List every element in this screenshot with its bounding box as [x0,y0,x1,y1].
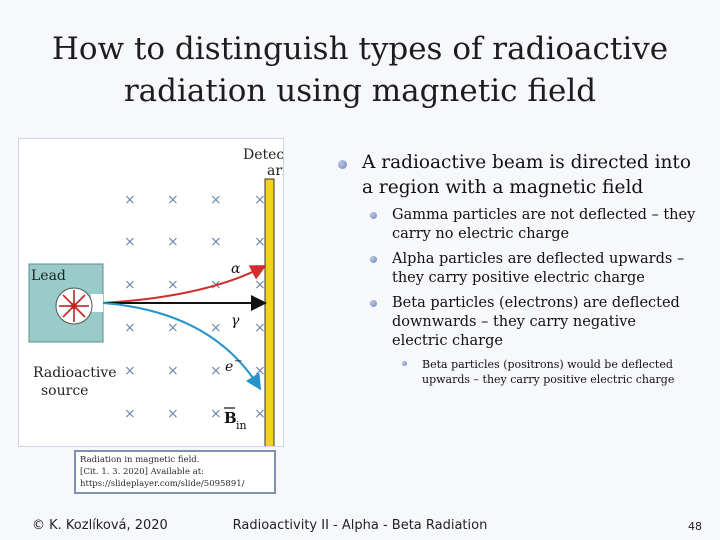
bullet-list: A radioactive beam is directed into a re… [336,150,696,387]
footer-title: Radioactivity II - Alpha - Beta Radiatio… [232,518,488,533]
page-number: 48 [688,520,702,533]
field-x-mark: × [124,406,136,422]
title-line-2: radiation using magnetic field [123,73,597,109]
bullet-sub-1-text: Gamma particles are not deflected – they… [392,207,696,242]
lead-label: Lead [31,268,66,284]
bullet-subsub-1: Beta particles (positrons) would be defl… [336,357,696,387]
field-x-mark: × [167,277,179,293]
detector-array [264,178,275,452]
bullet-dot-icon [370,256,377,263]
field-x-mark: × [210,406,222,422]
source-label-line2: source [41,383,88,399]
alpha-label: α [231,261,241,277]
field-subscript: in [236,419,247,432]
field-label: B [224,409,237,427]
field-x-mark: × [254,406,266,422]
bullet-dot-icon [370,300,377,307]
footer-author: © K. Kozlíková, 2020 [32,518,168,533]
detector-label-line2: array [267,163,283,179]
field-x-mark: × [210,192,222,208]
field-x-mark: × [167,363,179,379]
gamma-label: γ [231,313,240,329]
field-x-mark: × [167,192,179,208]
bullet-main: A radioactive beam is directed into a re… [336,150,696,200]
source-label-line1: Radioactive [33,365,117,381]
bullet-dot-icon [338,160,347,169]
field-x-mark: × [254,320,266,336]
field-x-mark: × [167,234,179,250]
bullet-sub-3: Beta particles (electrons) are deflected… [336,294,696,351]
bullet-dot-icon [402,361,407,366]
bullet-subsub-1-text: Beta particles (positrons) would be defl… [422,358,675,386]
bullet-sub-2: Alpha particles are deflected upwards – … [336,250,696,288]
caption-line-2: [Cit. 1. 3. 2020] Available at: [80,467,205,477]
beta-superscript: − [234,356,242,367]
detector-label-line1: Detector [243,147,283,163]
field-x-mark: × [254,277,266,293]
field-marks: × × × ×× × × ×× × × ×× × × ×× × × ×× × × × [124,192,266,422]
field-x-mark: × [254,192,266,208]
title-line-1: How to distinguish types of radioactive [51,31,669,67]
radiation-diagram: ×××××××××××××××××××××××× Detector array … [28,147,305,452]
field-x-mark: × [210,234,222,250]
field-x-mark: × [254,363,266,379]
radioactive-source [55,287,93,325]
bullet-dot-icon [370,212,377,219]
field-x-mark: × [167,406,179,422]
caption-line-3: https://slideplayer.com/slide/5095891/ [80,479,245,489]
caption-line-1: Radiation in magnetic field. [80,455,200,465]
field-x-mark: × [254,234,266,250]
field-x-mark: × [210,320,222,336]
field-x-mark: × [167,320,179,336]
field-x-mark: × [124,192,136,208]
field-x-mark: × [124,320,136,336]
field-x-mark: × [124,277,136,293]
slide-title: How to distinguish types of radioactive … [20,28,700,112]
magnetic-field-figure: ×××××××××××××××××××××××× Detector array … [18,138,305,452]
beta-path [102,302,262,391]
figure-caption: Radiation in magnetic field. [Cit. 1. 3.… [74,450,276,494]
field-x-mark: × [210,363,222,379]
field-x-mark: × [124,234,136,250]
bullet-main-text: A radioactive beam is directed into a re… [362,152,691,198]
beta-label: e [225,359,233,375]
bullet-sub-2-text: Alpha particles are deflected upwards – … [392,251,685,286]
field-x-mark: × [124,363,136,379]
lead-opening [91,294,103,312]
bullet-sub-3-text: Beta particles (electrons) are deflected… [392,295,680,349]
alpha-path [102,265,267,304]
bullet-sub-1: Gamma particles are not deflected – they… [336,206,696,244]
